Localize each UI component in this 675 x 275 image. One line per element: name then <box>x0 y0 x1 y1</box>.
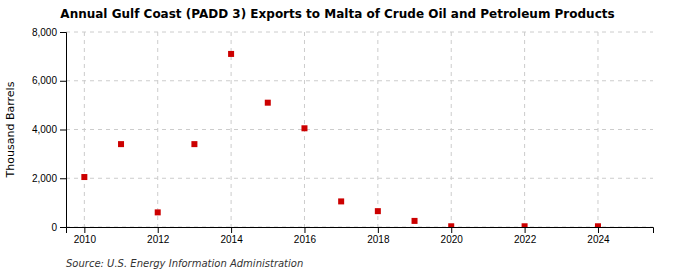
tick: 2010 <box>74 227 97 245</box>
point <box>338 198 344 204</box>
tick-label: 2024 <box>587 234 610 245</box>
point <box>265 100 271 106</box>
tick-mark <box>60 81 66 82</box>
tick: 2018 <box>367 227 390 245</box>
point <box>118 141 124 147</box>
tick: 6,000 <box>32 75 66 86</box>
grid-line <box>597 32 598 227</box>
axis-line <box>67 228 654 234</box>
point <box>412 218 418 224</box>
grid-line <box>66 32 653 33</box>
tick-mark <box>84 227 85 233</box>
tick-label: 2020 <box>441 234 464 245</box>
grid-line <box>377 32 378 227</box>
annotation: Source: U.S. Energy Information Administ… <box>66 258 303 269</box>
point <box>228 51 234 57</box>
tick-mark <box>60 178 66 179</box>
tick-mark <box>60 227 66 228</box>
grid <box>66 32 653 227</box>
tick-mark <box>60 130 66 131</box>
grid-line <box>66 80 653 81</box>
tick-mark <box>378 227 379 233</box>
grid-line <box>451 32 452 227</box>
y-axis-title: Thousand Barrels <box>4 81 17 178</box>
tick-label: 2016 <box>294 234 317 245</box>
title: Annual Gulf Coast (PADD 3) Exports to Ma… <box>60 7 614 21</box>
tick: 2014 <box>220 227 243 245</box>
tick: 2,000 <box>32 173 66 184</box>
grid-line <box>66 178 653 179</box>
tick-label: 2012 <box>147 234 170 245</box>
point <box>375 208 381 214</box>
grid-line <box>66 129 653 130</box>
point <box>595 223 601 227</box>
tick: 2016 <box>294 227 317 245</box>
tick-label: 2010 <box>74 234 97 245</box>
tick-label: 2018 <box>367 234 390 245</box>
tick-mark <box>451 227 452 233</box>
point <box>191 141 197 147</box>
tick: 2012 <box>147 227 170 245</box>
tick-label: 8,000 <box>32 27 57 38</box>
tick-label: 0 <box>51 222 57 233</box>
tick-label: 2014 <box>220 234 243 245</box>
tick-label: 4,000 <box>32 124 57 135</box>
tick-mark <box>231 227 232 233</box>
tick: 8,000 <box>32 27 66 38</box>
point <box>448 223 454 227</box>
tick-label: 6,000 <box>32 75 57 86</box>
tick: 2022 <box>514 227 537 245</box>
grid-line <box>231 32 232 227</box>
point <box>155 209 161 215</box>
tick: 0 <box>51 222 66 233</box>
grid-line <box>524 32 525 227</box>
tick-mark <box>158 227 159 233</box>
tick: 2024 <box>587 227 610 245</box>
point <box>301 125 307 131</box>
points <box>81 51 601 227</box>
tick-mark <box>525 227 526 233</box>
tick-mark <box>60 32 66 33</box>
x-axis: 2010 2012 2014 2016 2018 2020 2022 2024 <box>67 227 654 245</box>
tick: 4,000 <box>32 124 66 135</box>
tick-label: 2022 <box>514 234 537 245</box>
axis-line <box>60 33 67 228</box>
plot-area: 2010 2012 2014 2016 2018 2020 2022 2024 0 2,000 4,… <box>32 27 654 245</box>
grid-line <box>157 32 158 227</box>
grid-line <box>84 32 85 227</box>
tick-label: 2,000 <box>32 173 57 184</box>
chart: 2010 2012 2014 2016 2018 2020 2022 2024 0 2,000 4,… <box>0 0 675 275</box>
tick: 2020 <box>441 227 464 245</box>
point <box>81 174 87 180</box>
point <box>522 223 528 227</box>
tick-mark <box>598 227 599 233</box>
tick-mark <box>304 227 305 233</box>
y-axis: 0 2,000 4,000 6,000 8,000 <box>32 27 67 233</box>
